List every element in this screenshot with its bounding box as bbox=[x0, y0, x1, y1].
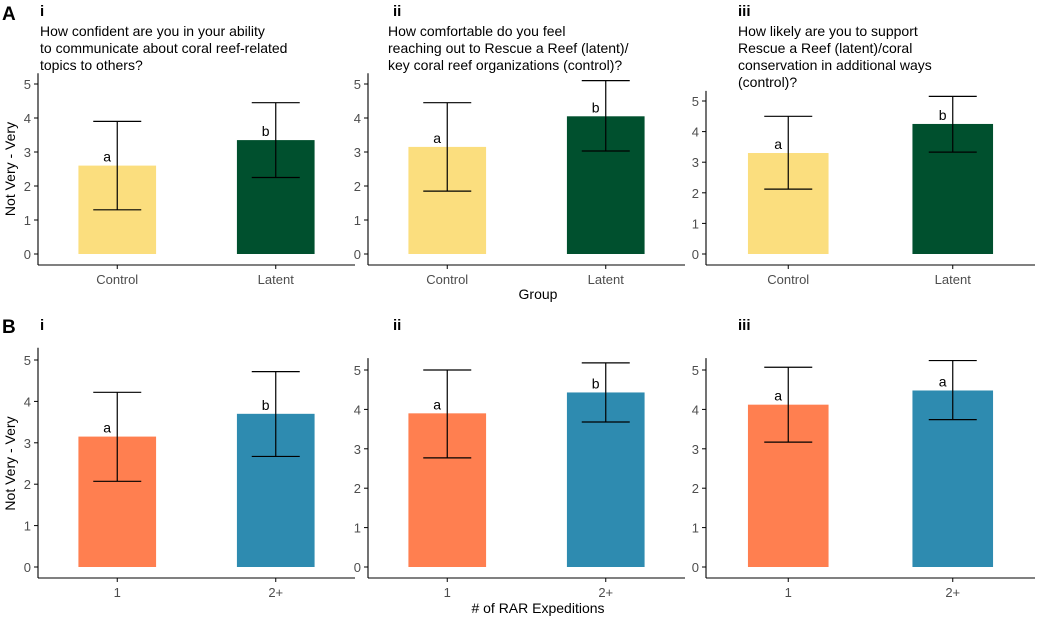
y-tick-label: 4 bbox=[354, 402, 361, 417]
x-tick-label: Latent bbox=[588, 272, 625, 287]
y-tick-label: 5 bbox=[24, 353, 31, 368]
x-tick-label: Control bbox=[426, 272, 468, 287]
y-tick-label: 0 bbox=[24, 560, 31, 575]
x-tick-label: 2+ bbox=[268, 585, 283, 600]
panel-title-line: key coral reef organizations (control)? bbox=[388, 57, 622, 73]
panel-title-line: conservation in additional ways bbox=[738, 57, 932, 73]
y-tick-label: 5 bbox=[354, 77, 361, 92]
panel-title-line: reaching out to Rescue a Reef (latent)/ bbox=[388, 40, 629, 56]
y-tick-label: 3 bbox=[354, 442, 361, 457]
significance-label: b bbox=[262, 123, 270, 139]
panel-title-line: (control)? bbox=[738, 74, 797, 90]
significance-label: a bbox=[774, 136, 782, 152]
y-tick-label: 2 bbox=[354, 179, 361, 194]
y-tick-label: 4 bbox=[354, 111, 361, 126]
y-axis-title: Not Very - Very bbox=[2, 416, 18, 510]
y-tick-label: 5 bbox=[24, 77, 31, 92]
panel-title-line: to communicate about coral reef-related bbox=[40, 40, 287, 56]
y-tick-label: 5 bbox=[692, 94, 699, 109]
y-tick-label: 4 bbox=[692, 125, 699, 140]
y-tick-label: 1 bbox=[24, 519, 31, 534]
y-tick-label: 0 bbox=[692, 247, 699, 262]
y-tick-label: 1 bbox=[354, 521, 361, 536]
y-tick-label: 3 bbox=[24, 145, 31, 160]
y-tick-label: 2 bbox=[692, 481, 699, 496]
y-tick-label: 4 bbox=[692, 402, 699, 417]
chart-panel-b-ii: ii 0 1 2 3 4 5 a 1 b 2+ bbox=[354, 317, 685, 600]
significance-label: b bbox=[592, 375, 600, 391]
y-tick-label: 2 bbox=[354, 481, 361, 496]
x-tick-label: 1 bbox=[114, 585, 121, 600]
y-tick-label: 2 bbox=[24, 179, 31, 194]
panel-title-line: Rescue a Reef (latent)/coral bbox=[738, 40, 912, 56]
panel-title-line: How likely are you to support bbox=[738, 23, 918, 39]
x-tick-label: Latent bbox=[935, 272, 972, 287]
significance-label: b bbox=[592, 99, 600, 115]
significance-label: a bbox=[939, 373, 947, 389]
x-tick-label: 1 bbox=[785, 585, 792, 600]
x-tick-label: 1 bbox=[444, 585, 451, 600]
y-tick-label: 0 bbox=[692, 560, 699, 575]
y-tick-label: 4 bbox=[24, 394, 31, 409]
panel-title-line: topics to others? bbox=[40, 57, 143, 73]
x-tick-label: Control bbox=[96, 272, 138, 287]
panel-label: ii bbox=[393, 3, 401, 20]
panel-label: i bbox=[40, 3, 44, 20]
y-axis-title: Not Very - Very bbox=[2, 122, 18, 216]
row-label-b: B bbox=[2, 317, 16, 338]
y-tick-label: 1 bbox=[692, 216, 699, 231]
significance-label: a bbox=[103, 420, 111, 436]
y-tick-label: 3 bbox=[692, 155, 699, 170]
y-tick-label: 3 bbox=[692, 442, 699, 457]
chart-panel-b-i: i 0 1 2 3 4 5 Not Very - Very a 1 b 2+ bbox=[2, 317, 355, 600]
panel-label: iii bbox=[738, 3, 751, 20]
panel-label: i bbox=[40, 317, 44, 334]
y-tick-label: 4 bbox=[24, 111, 31, 126]
y-tick-label: 5 bbox=[354, 363, 361, 378]
x-tick-label: 2+ bbox=[945, 585, 960, 600]
y-tick-label: 2 bbox=[24, 477, 31, 492]
y-tick-label: 0 bbox=[354, 247, 361, 262]
y-tick-label: 1 bbox=[24, 213, 31, 228]
y-tick-label: 0 bbox=[24, 247, 31, 262]
chart-panel-b-iii: iii 0 1 2 3 4 5 a 1 a 2+ bbox=[692, 317, 1035, 600]
row-a-x-axis-title: Group bbox=[519, 286, 558, 302]
x-tick-label: Latent bbox=[258, 272, 295, 287]
y-tick-label: 1 bbox=[692, 521, 699, 536]
significance-label: b bbox=[939, 107, 947, 123]
y-tick-label: 3 bbox=[354, 145, 361, 160]
panel-title-line: How comfortable do you feel bbox=[388, 23, 565, 39]
significance-label: a bbox=[774, 388, 782, 404]
row-b-x-axis-title: # of RAR Expeditions bbox=[471, 600, 604, 616]
significance-label: a bbox=[103, 149, 111, 165]
x-tick-label: Control bbox=[767, 272, 809, 287]
significance-label: a bbox=[433, 130, 441, 146]
significance-label: a bbox=[433, 396, 441, 412]
panel-title-line: How confident are you in your ability bbox=[40, 23, 265, 39]
y-tick-label: 5 bbox=[692, 363, 699, 378]
y-tick-label: 3 bbox=[24, 436, 31, 451]
panel-label: iii bbox=[738, 317, 751, 334]
row-label-a: A bbox=[2, 4, 16, 25]
significance-label: b bbox=[262, 397, 270, 413]
y-tick-label: 1 bbox=[354, 213, 361, 228]
x-tick-label: 2+ bbox=[598, 585, 613, 600]
y-tick-label: 2 bbox=[692, 186, 699, 201]
panel-label: ii bbox=[393, 317, 401, 334]
y-tick-label: 0 bbox=[354, 560, 361, 575]
